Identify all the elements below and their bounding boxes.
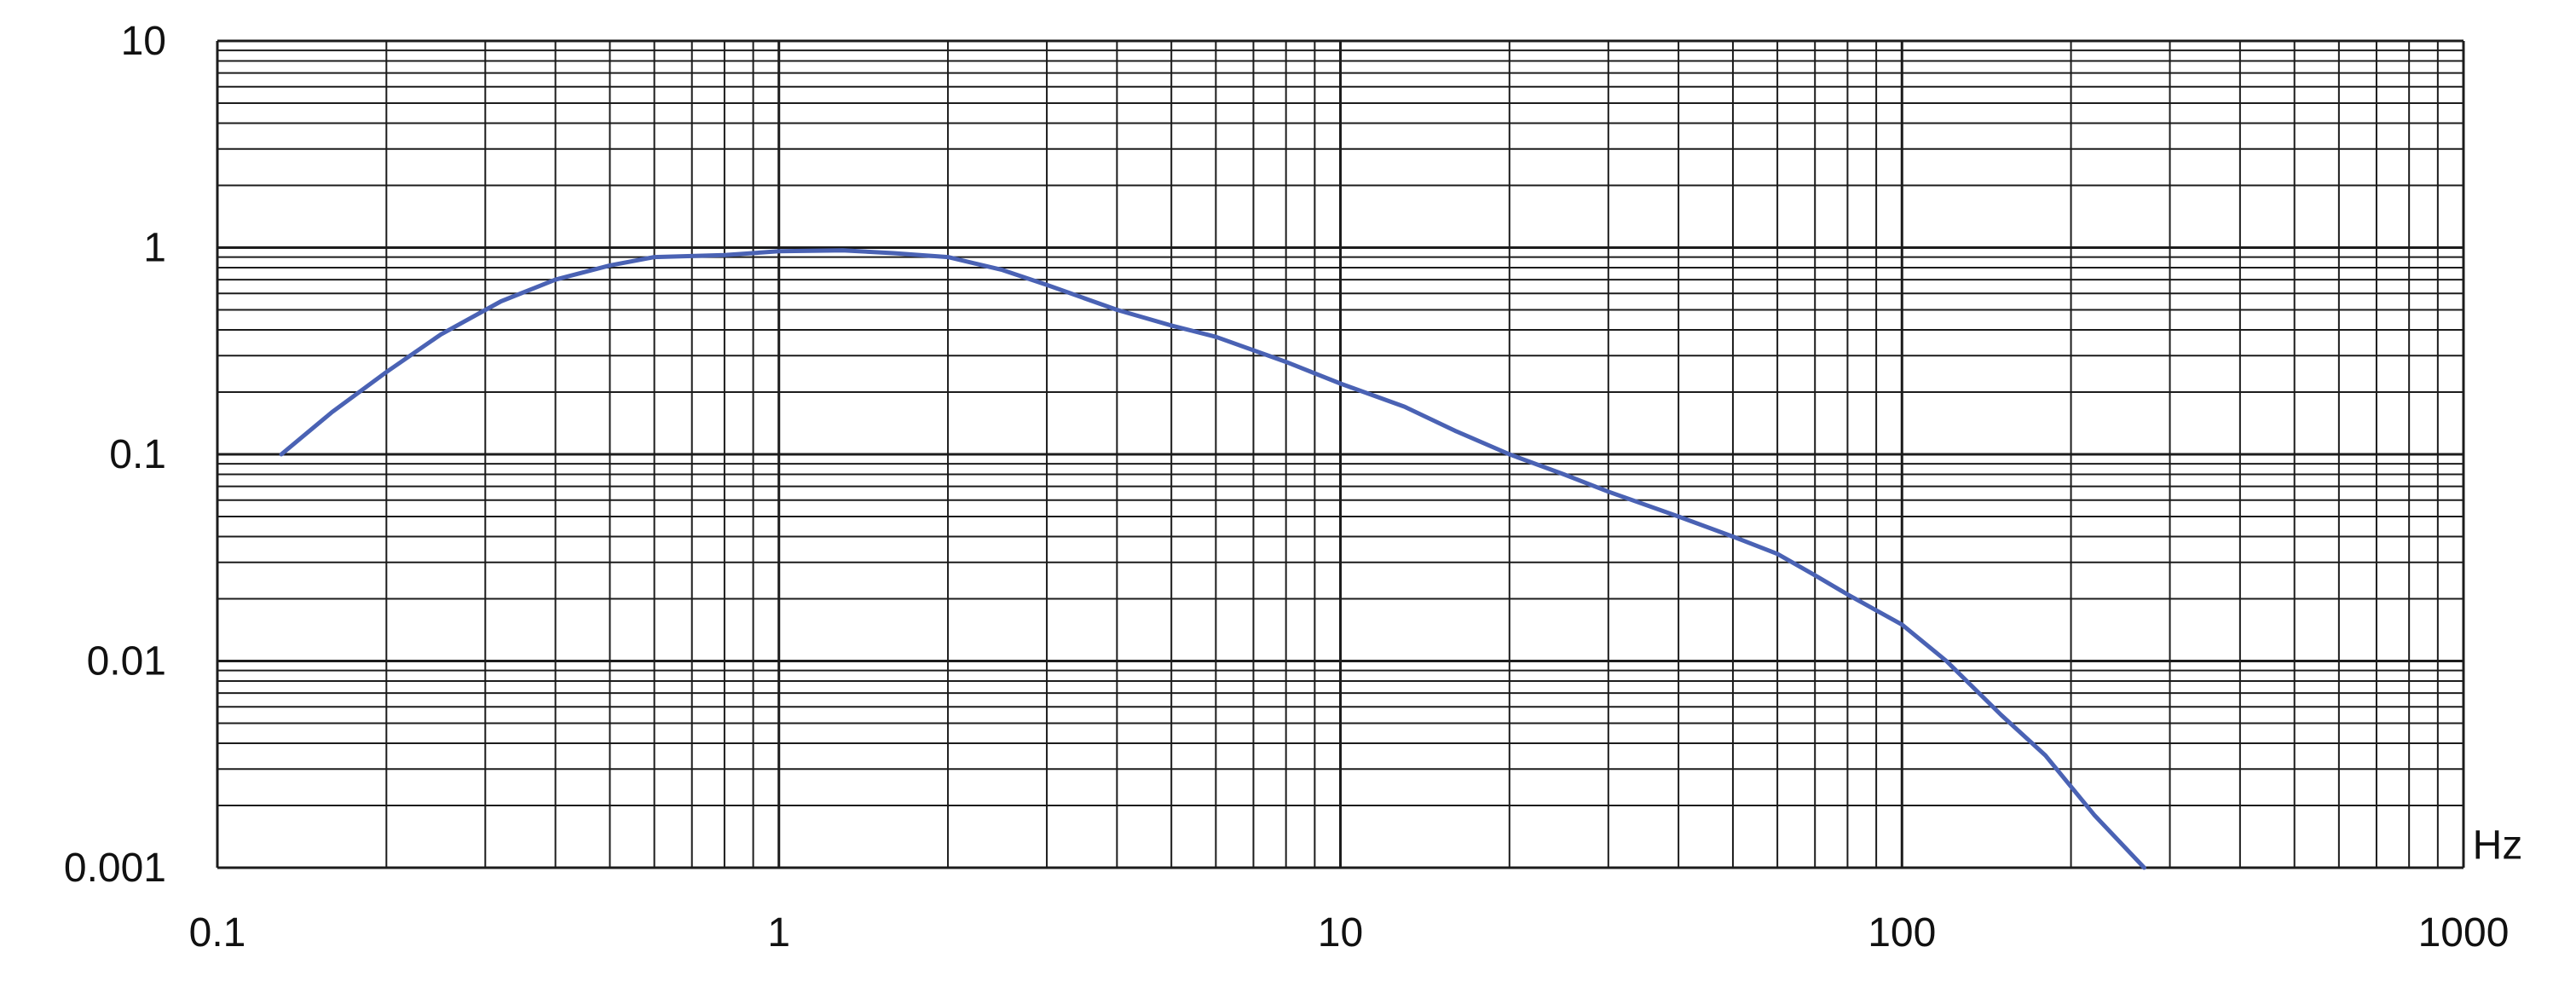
x-tick-label: 1 bbox=[767, 910, 790, 955]
y-tick-label: 0.01 bbox=[87, 639, 166, 684]
y-tick-label: 10 bbox=[121, 19, 166, 64]
series-layer bbox=[279, 248, 2146, 870]
y-tick-label: 0.1 bbox=[109, 432, 166, 477]
y-tick-label: 0.001 bbox=[64, 846, 166, 891]
y-tick-label: 1 bbox=[143, 226, 166, 271]
series-line bbox=[279, 248, 2146, 870]
x-tick-label: 10 bbox=[1318, 910, 1363, 955]
x-tick-label: 0.1 bbox=[189, 910, 246, 955]
x-tick-label: 1000 bbox=[2418, 910, 2510, 955]
x-axis-label: Hz bbox=[2473, 823, 2523, 869]
x-tick-label: 100 bbox=[1868, 910, 1936, 955]
tick-label-layer: 0.1 1 10 100 1000 10 1 0.1 0.01 0.001 bbox=[64, 19, 2510, 955]
grid-layer bbox=[216, 39, 2465, 869]
